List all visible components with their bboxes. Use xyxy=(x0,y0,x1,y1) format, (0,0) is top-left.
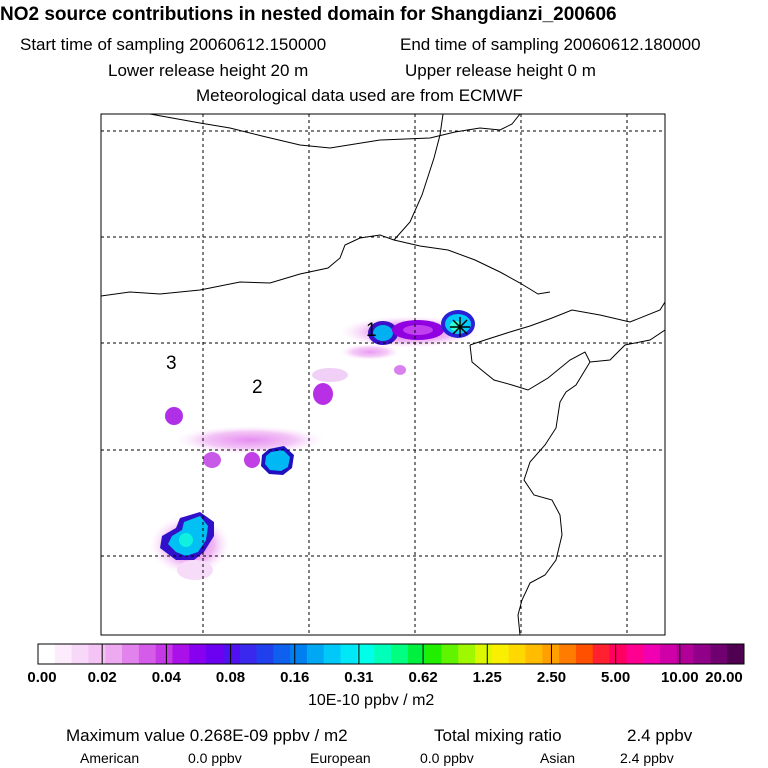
plume-region-1 xyxy=(368,320,444,345)
colorbar-swatch xyxy=(575,644,594,664)
colorbar-swatch xyxy=(542,644,560,664)
colorbar-swatch xyxy=(525,644,543,664)
european-label: European xyxy=(310,750,371,766)
colorbar-swatch xyxy=(323,644,342,664)
colorbar-swatch xyxy=(189,644,207,664)
colorbar-swatch xyxy=(88,644,106,664)
colorbar-swatch xyxy=(727,644,745,664)
lower-release-height: Lower release height 20 m xyxy=(108,61,309,80)
colorbar-tick-label: 0.00 xyxy=(27,669,57,686)
colorbar-swatch xyxy=(172,644,190,664)
colorbar-swatch xyxy=(138,644,157,664)
colorbar-tick-label: 2.50 xyxy=(536,669,567,686)
total-mixing-ratio-label: Total mixing ratio xyxy=(434,726,562,745)
colorbar-swatch xyxy=(71,644,89,664)
colorbar-swatch xyxy=(710,644,728,664)
asian-label: Asian xyxy=(540,750,576,766)
colorbar-frame xyxy=(37,643,745,665)
map-frame xyxy=(100,113,666,636)
total-mixing-ratio-value: 2.4 ppbv xyxy=(627,726,693,745)
plume-trail xyxy=(394,365,406,375)
colorbar-swatch xyxy=(609,644,627,664)
plume-trail xyxy=(177,560,213,580)
colorbar-swatch xyxy=(340,644,358,664)
coastline-borders xyxy=(101,114,665,635)
colorbar-tick-label: 1.25 xyxy=(472,669,502,686)
colorbar-swatch xyxy=(407,644,426,664)
plume-trail xyxy=(340,344,400,360)
plume-trail xyxy=(175,426,325,454)
colorbar-swatch xyxy=(643,644,661,664)
plume-layer xyxy=(101,114,665,635)
colorbar-tick-label: 5.00 xyxy=(601,669,631,686)
colorbar-swatch xyxy=(38,644,56,664)
colorbar-tick-label: 0.08 xyxy=(215,669,246,686)
colorbar-swatch xyxy=(374,644,392,664)
plume-trail xyxy=(312,368,348,382)
american-label: American xyxy=(80,750,140,766)
colorbar-swatch xyxy=(54,644,73,664)
upper-release-height: Upper release height 0 m xyxy=(405,61,596,80)
colorbar-swatch xyxy=(306,644,325,664)
colorbar-swatch xyxy=(256,644,274,664)
colorbar-swatch xyxy=(508,644,526,664)
colorbar-swatch xyxy=(239,644,258,664)
colorbar-swatch xyxy=(659,644,678,664)
grid-lines xyxy=(101,114,665,635)
colorbar-units: 10E-10 ppbv / m2 xyxy=(308,692,435,709)
colorbar-swatch xyxy=(559,644,577,664)
colorbar-swatch xyxy=(290,644,308,664)
colorbar-swatch xyxy=(206,644,224,664)
american-value: 0.0 ppbv xyxy=(188,750,242,766)
colorbar-swatch xyxy=(222,644,241,664)
colorbar-tick-label: 0.31 xyxy=(344,669,374,686)
plume-region-3 xyxy=(160,512,214,560)
plume-trail xyxy=(203,452,221,468)
start-time: Start time of sampling 20060612.150000 xyxy=(20,35,327,54)
map-label-3: 3 xyxy=(166,353,177,374)
colorbar-tick-label: 0.62 xyxy=(408,669,438,686)
map-label-1: 1 xyxy=(366,320,377,341)
colorbar-tick-label: 0.02 xyxy=(87,669,117,686)
colorbar-tick-label: 0.16 xyxy=(280,669,310,686)
colorbar-swatch xyxy=(391,644,409,664)
map-label-2: 2 xyxy=(252,377,263,398)
plume-trail xyxy=(165,407,183,425)
colorbar-swatch xyxy=(458,644,476,664)
asian-value: 2.4 ppbv xyxy=(620,750,674,766)
colorbar-tick-label: 20.00 xyxy=(705,669,743,686)
colorbar-swatch xyxy=(693,644,711,664)
colorbar-swatch xyxy=(105,644,123,664)
colorbar-tick-label: 10.00 xyxy=(661,669,699,686)
plume-trail xyxy=(313,383,333,405)
plume-trail xyxy=(244,452,260,468)
colorbar-swatch xyxy=(273,644,291,664)
colorbar xyxy=(37,643,745,665)
plume-region-2 xyxy=(261,446,294,475)
receptor-marker-star-icon xyxy=(450,317,470,337)
colorbar-swatch xyxy=(626,644,644,664)
colorbar-swatch xyxy=(441,644,459,664)
european-value: 0.0 ppbv xyxy=(420,750,474,766)
colorbar-swatch xyxy=(491,644,510,664)
colorbar-swatch xyxy=(357,644,375,664)
chart-title: NO2 source contributions in nested domai… xyxy=(0,4,617,25)
maximum-value: Maximum value 0.268E-09 ppbv / m2 xyxy=(66,726,348,745)
colorbar-swatch xyxy=(676,644,695,664)
colorbar-swatch xyxy=(155,644,173,664)
met-data-source: Meteorological data used are from ECMWF xyxy=(196,86,523,105)
colorbar-swatch xyxy=(122,644,140,664)
colorbar-tick-label: 0.04 xyxy=(151,669,181,686)
colorbar-swatch xyxy=(475,644,493,664)
colorbar-swatch xyxy=(592,644,611,664)
end-time: End time of sampling 20060612.180000 xyxy=(400,35,701,54)
colorbar-swatch xyxy=(424,644,442,664)
